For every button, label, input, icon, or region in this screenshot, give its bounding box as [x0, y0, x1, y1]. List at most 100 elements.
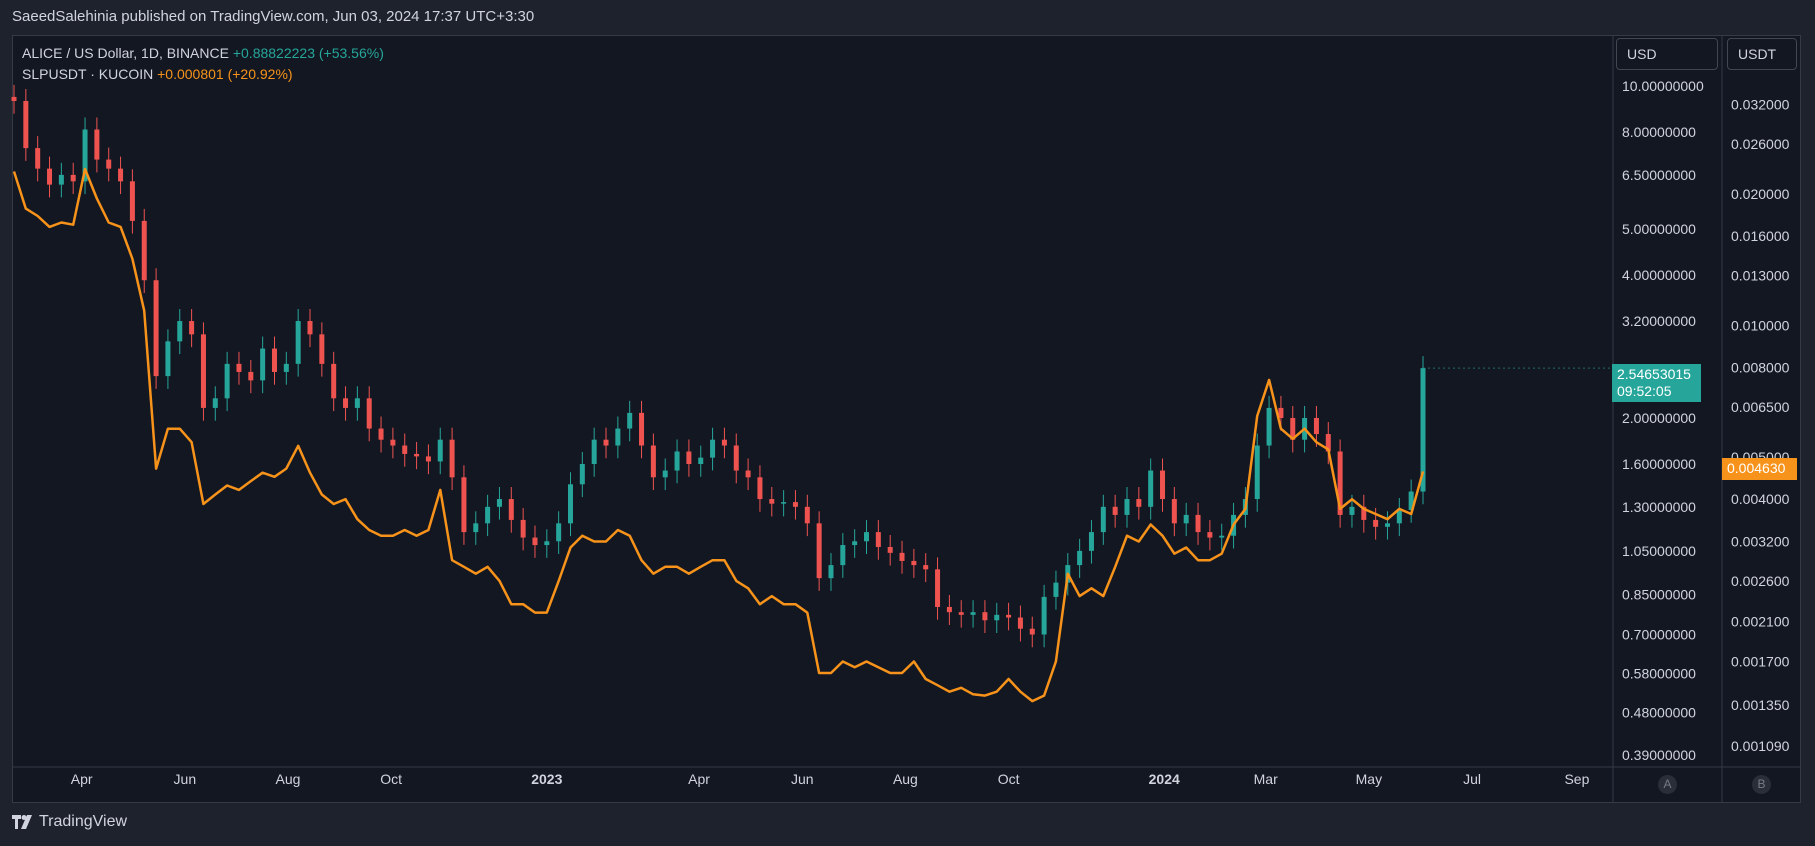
usd-tick-label: 1.05000000	[1622, 543, 1696, 559]
alice-candle-body	[1006, 614, 1012, 618]
alice-candle-body	[11, 96, 17, 101]
alice-candle-body	[260, 348, 266, 381]
alice-candle-body	[295, 321, 301, 364]
usd-scale-button[interactable]: USD	[1616, 38, 1718, 70]
alice-candle-body	[579, 463, 585, 485]
usdt-tick-label: 0.002600	[1731, 573, 1790, 589]
time-tick-label: Jun	[791, 771, 814, 787]
alice-candle-body	[70, 174, 76, 182]
usdt-tick-label: 0.002100	[1731, 613, 1790, 629]
alice-candle-body	[437, 439, 443, 462]
alice-candle-body	[615, 428, 621, 446]
time-tick-label: Apr	[688, 771, 710, 787]
alice-candle-body	[485, 506, 491, 524]
usdt-scale-button[interactable]: USDT	[1727, 38, 1797, 70]
alice-candle-body	[816, 523, 822, 579]
alice-candle-body	[804, 506, 810, 524]
time-tick-label: Aug	[276, 771, 301, 787]
alice-candle-body	[414, 453, 420, 457]
time-tick-label: Aug	[893, 771, 918, 787]
usd-tick-label: 1.60000000	[1622, 456, 1696, 472]
alice-candle-body	[721, 439, 727, 446]
alice-candle-body	[698, 457, 704, 464]
alice-candle-body	[757, 477, 763, 500]
usdt-tick-label: 0.016000	[1731, 228, 1790, 244]
alice-candle-body	[461, 477, 467, 533]
alice-candle-body	[271, 348, 277, 372]
alice-candle-body	[449, 439, 455, 478]
alice-candle-body	[366, 398, 372, 429]
alice-candle-body	[674, 451, 680, 471]
alice-candle-body	[1373, 519, 1379, 527]
alice-candle-body	[532, 537, 538, 546]
alice-candle-body	[1337, 451, 1343, 515]
alice-candle-body	[792, 502, 798, 507]
usd-tick-label: 1.30000000	[1622, 499, 1696, 515]
alice-candle-body	[662, 470, 668, 478]
usdt-tick-label: 0.026000	[1731, 136, 1790, 152]
usdt-tick-label: 0.001350	[1731, 697, 1790, 713]
time-tick-label: Mar	[1254, 771, 1278, 787]
alice-candle-body	[354, 398, 360, 408]
alice-price-tag: 2.54653015 09:52:05	[1612, 364, 1701, 402]
usd-tick-label: 0.70000000	[1622, 626, 1696, 642]
alice-candle-body	[343, 398, 349, 408]
alice-candle-body	[1290, 417, 1296, 440]
alice-candle-body	[887, 546, 893, 553]
legend-alice-name: ALICE / US Dollar, 1D, BINANCE	[22, 45, 229, 61]
alice-candle-body	[1112, 506, 1118, 515]
usdt-tick-label: 0.020000	[1731, 186, 1790, 202]
alice-candle-body	[1384, 523, 1390, 527]
alice-candle-body	[153, 280, 159, 377]
alice-countdown: 09:52:05	[1617, 383, 1672, 399]
alice-candle-body	[1313, 417, 1319, 435]
alice-candle-body	[212, 398, 218, 408]
alice-candle-body	[402, 445, 408, 454]
alice-candle-body	[307, 321, 313, 335]
alice-candle-body	[200, 334, 206, 408]
alice-candle-body	[1077, 550, 1083, 566]
alice-candle-body	[970, 612, 976, 615]
chart-frame[interactable]	[12, 35, 1801, 803]
alice-candle-body	[129, 181, 135, 221]
legend-slp[interactable]: SLPUSDT · KUCOIN +0.000801 (+20.92%)	[22, 66, 293, 82]
alice-candle-body	[591, 439, 597, 464]
alice-candle-body	[1278, 407, 1284, 418]
usdt-tick-label: 0.001700	[1731, 654, 1790, 670]
alice-candle-body	[733, 445, 739, 471]
alice-candle-body	[982, 612, 988, 621]
alice-candle-body	[82, 129, 88, 182]
alice-candle-body	[567, 484, 573, 524]
alice-candle-body	[911, 560, 917, 566]
alice-candle-body	[864, 532, 870, 542]
usdt-tick-label: 0.001090	[1731, 738, 1790, 754]
alice-candle-body	[390, 439, 396, 446]
footer-brand[interactable]: TradingView	[12, 813, 127, 831]
alice-candle-body	[496, 499, 502, 507]
alice-candle-body	[1160, 470, 1166, 500]
alice-candle-body	[35, 148, 41, 169]
usdt-tick-label: 0.006500	[1731, 399, 1790, 415]
time-tick-label: Jun	[174, 771, 197, 787]
alice-candle-body	[141, 220, 147, 281]
alice-candle-body	[1420, 368, 1426, 492]
legend-alice-change: +0.88822223 (+53.56%)	[232, 45, 384, 61]
usd-tick-label: 3.20000000	[1622, 313, 1696, 329]
alice-candle-body	[603, 439, 609, 446]
alice-candle-body	[1148, 470, 1154, 507]
alice-candle-body	[520, 519, 526, 538]
alice-candle-body	[745, 470, 751, 478]
usd-tick-label: 8.00000000	[1622, 124, 1696, 140]
usdt-tick-label: 0.003200	[1731, 534, 1790, 550]
alice-candle-body	[1100, 506, 1106, 533]
time-tick-label: May	[1356, 771, 1382, 787]
alice-candle-body	[935, 569, 941, 607]
scale-a-button[interactable]: A	[1658, 775, 1677, 794]
legend-alice[interactable]: ALICE / US Dollar, 1D, BINANCE +0.888222…	[22, 45, 384, 61]
alice-candle-body	[236, 363, 242, 372]
scale-b-button[interactable]: B	[1752, 775, 1771, 794]
legend-slp-change: +0.000801 (+20.92%)	[157, 66, 293, 82]
alice-candle-body	[1361, 506, 1367, 520]
alice-candle-body	[224, 363, 230, 399]
